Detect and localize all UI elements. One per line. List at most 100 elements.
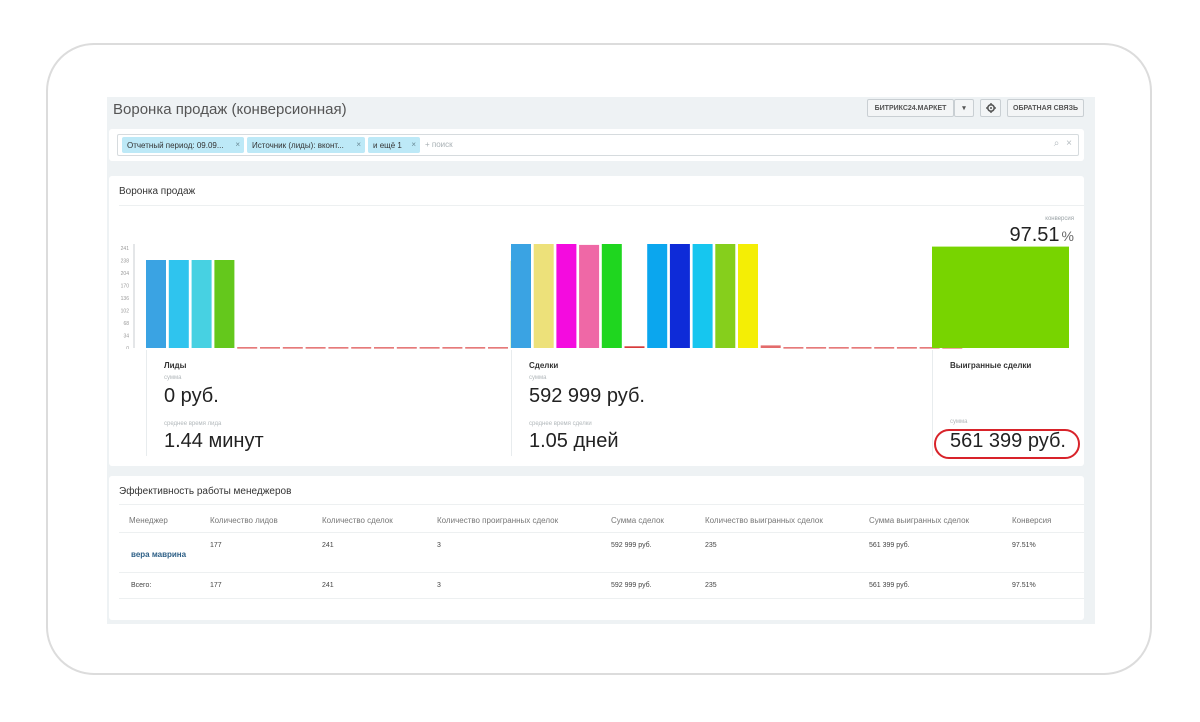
app-screen: Воронка продаж (конверсионная) БИТРИКС24…: [107, 97, 1095, 624]
stage-divider: [511, 350, 512, 456]
chart-bar: [692, 244, 713, 348]
chart-bar: [351, 347, 372, 349]
y-tick-label: 238: [121, 259, 130, 265]
chart-bar: [760, 345, 781, 348]
caret-down-icon: ▾: [962, 105, 966, 112]
y-tick-label: 204: [121, 271, 130, 277]
stage-deals-sum: 592 999 руб.: [529, 385, 645, 407]
chart-bar: [783, 347, 804, 349]
filter-search-box[interactable]: Отчетный период: 09.09... × Источник (ли…: [117, 134, 1079, 156]
filter-chip-period[interactable]: Отчетный период: 09.09... ×: [122, 137, 244, 153]
divider: [119, 205, 1084, 206]
conversion-unit: %: [1061, 228, 1074, 244]
cell-conversion: 97.51%: [1012, 542, 1036, 549]
chart-bar: [647, 244, 668, 348]
managers-title: Эффективность работы менеджеров: [119, 486, 292, 497]
cell-won: 235: [705, 542, 717, 549]
stage-divider: [146, 350, 147, 456]
chart-bar: [601, 244, 622, 348]
feedback-button[interactable]: ОБРАТНАЯ СВЯЗЬ: [1007, 99, 1084, 117]
stage-divider: [932, 350, 933, 456]
y-tick-label: 102: [121, 309, 130, 315]
close-icon[interactable]: ×: [235, 140, 240, 149]
conversion-number: 97.51: [1009, 224, 1060, 246]
filter-panel: Отчетный период: 09.09... × Источник (ли…: [109, 129, 1084, 161]
chart-bar: [919, 347, 940, 349]
th-lost: Количество проигранных сделок: [437, 516, 559, 525]
y-tick-label: 170: [121, 284, 130, 290]
conversion-label: конверсия: [1045, 216, 1074, 222]
cell-won-sum: 561 399 руб.: [869, 542, 910, 549]
y-tick-label: 241: [121, 246, 130, 252]
stage-leads-time-label: среднее время лида: [164, 421, 222, 427]
highlight-ellipse: [934, 429, 1080, 459]
th-deals: Количество сделок: [322, 516, 393, 525]
stage-leads-sum-label: сумма: [164, 375, 182, 381]
chart-bar: [214, 260, 235, 348]
stage-won-sum-label: сумма: [950, 419, 968, 425]
gear-icon: [985, 103, 996, 113]
close-icon[interactable]: ×: [1066, 138, 1072, 149]
cell-won-sum: 561 399 руб.: [869, 582, 910, 589]
divider: [119, 504, 1084, 505]
divider: [119, 598, 1084, 599]
y-tick-label: 68: [123, 321, 129, 327]
chart-bar: [419, 347, 440, 349]
chart-bar: [191, 260, 212, 348]
settings-button[interactable]: [980, 99, 1001, 117]
cell-lost: 3: [437, 582, 441, 589]
manager-link[interactable]: вера маврина: [131, 550, 187, 559]
stage-won-sum: 561 399 руб.: [950, 430, 1066, 452]
chart-bar: [828, 347, 849, 349]
th-manager: Менеджер: [129, 516, 168, 525]
cell-leads: 177: [210, 542, 222, 549]
market-button[interactable]: БИТРИКС24.МАРКЕТ: [867, 99, 954, 117]
cell-sum: 592 999 руб.: [611, 542, 652, 549]
th-won: Количество выигранных сделок: [705, 516, 823, 525]
chart-bar: [328, 347, 349, 349]
cell-won: 235: [705, 582, 717, 589]
chart-bar: [511, 244, 531, 348]
funnel-title: Воронка продаж: [119, 186, 196, 197]
filter-chip-label: Отчетный период: 09.09...: [127, 140, 224, 150]
cell-leads: 177: [210, 582, 222, 589]
conversion-value: 97.51%: [1009, 224, 1074, 247]
stage-leads-name: Лиды: [164, 361, 187, 370]
close-icon[interactable]: ×: [411, 140, 416, 149]
managers-panel: Эффективность работы менеджеров Менеджер…: [109, 476, 1084, 620]
th-won-sum: Сумма выигранных сделок: [869, 516, 970, 525]
filter-chip-more[interactable]: и ещё 1 ×: [368, 137, 420, 153]
chart-bar: [932, 246, 1069, 348]
chart-bar: [488, 347, 508, 349]
chart-bar: [168, 260, 189, 348]
chart-bar: [396, 347, 417, 349]
cell-deals: 241: [322, 542, 334, 549]
page-title: Воронка продаж (конверсионная): [113, 101, 347, 118]
chart-bar: [305, 347, 326, 349]
chart-bar: [715, 244, 736, 348]
cell-deals: 241: [322, 582, 334, 589]
chart-bar: [579, 244, 600, 348]
th-sum: Сумма сделок: [611, 516, 664, 525]
stage-deals-sum-label: сумма: [529, 375, 547, 381]
chart-bar: [851, 347, 872, 349]
close-icon[interactable]: ×: [356, 140, 361, 149]
chart-bar: [237, 347, 258, 349]
stage-deals-name: Сделки: [529, 361, 559, 370]
chart-bar: [738, 244, 758, 348]
market-dropdown-button[interactable]: ▾: [954, 99, 974, 117]
filter-chip-source[interactable]: Источник (лиды): вконт... ×: [247, 137, 365, 153]
chart-bar: [556, 244, 577, 348]
cell-sum: 592 999 руб.: [611, 582, 652, 589]
y-tick-label: 34: [123, 334, 129, 340]
search-input-placeholder[interactable]: + поиск: [425, 140, 453, 149]
filter-chip-label: Источник (лиды): вконт...: [252, 140, 344, 150]
stage-leads-sum: 0 руб.: [164, 385, 219, 407]
chart-bar: [282, 347, 303, 349]
search-icon[interactable]: ⌕: [1053, 138, 1060, 149]
cell-conversion: 97.51%: [1012, 582, 1036, 589]
chart-bar: [146, 260, 166, 348]
chart-bar: [896, 347, 917, 349]
chart-bar: [806, 347, 827, 349]
stage-won-name: Выигранные сделки: [950, 361, 1032, 370]
